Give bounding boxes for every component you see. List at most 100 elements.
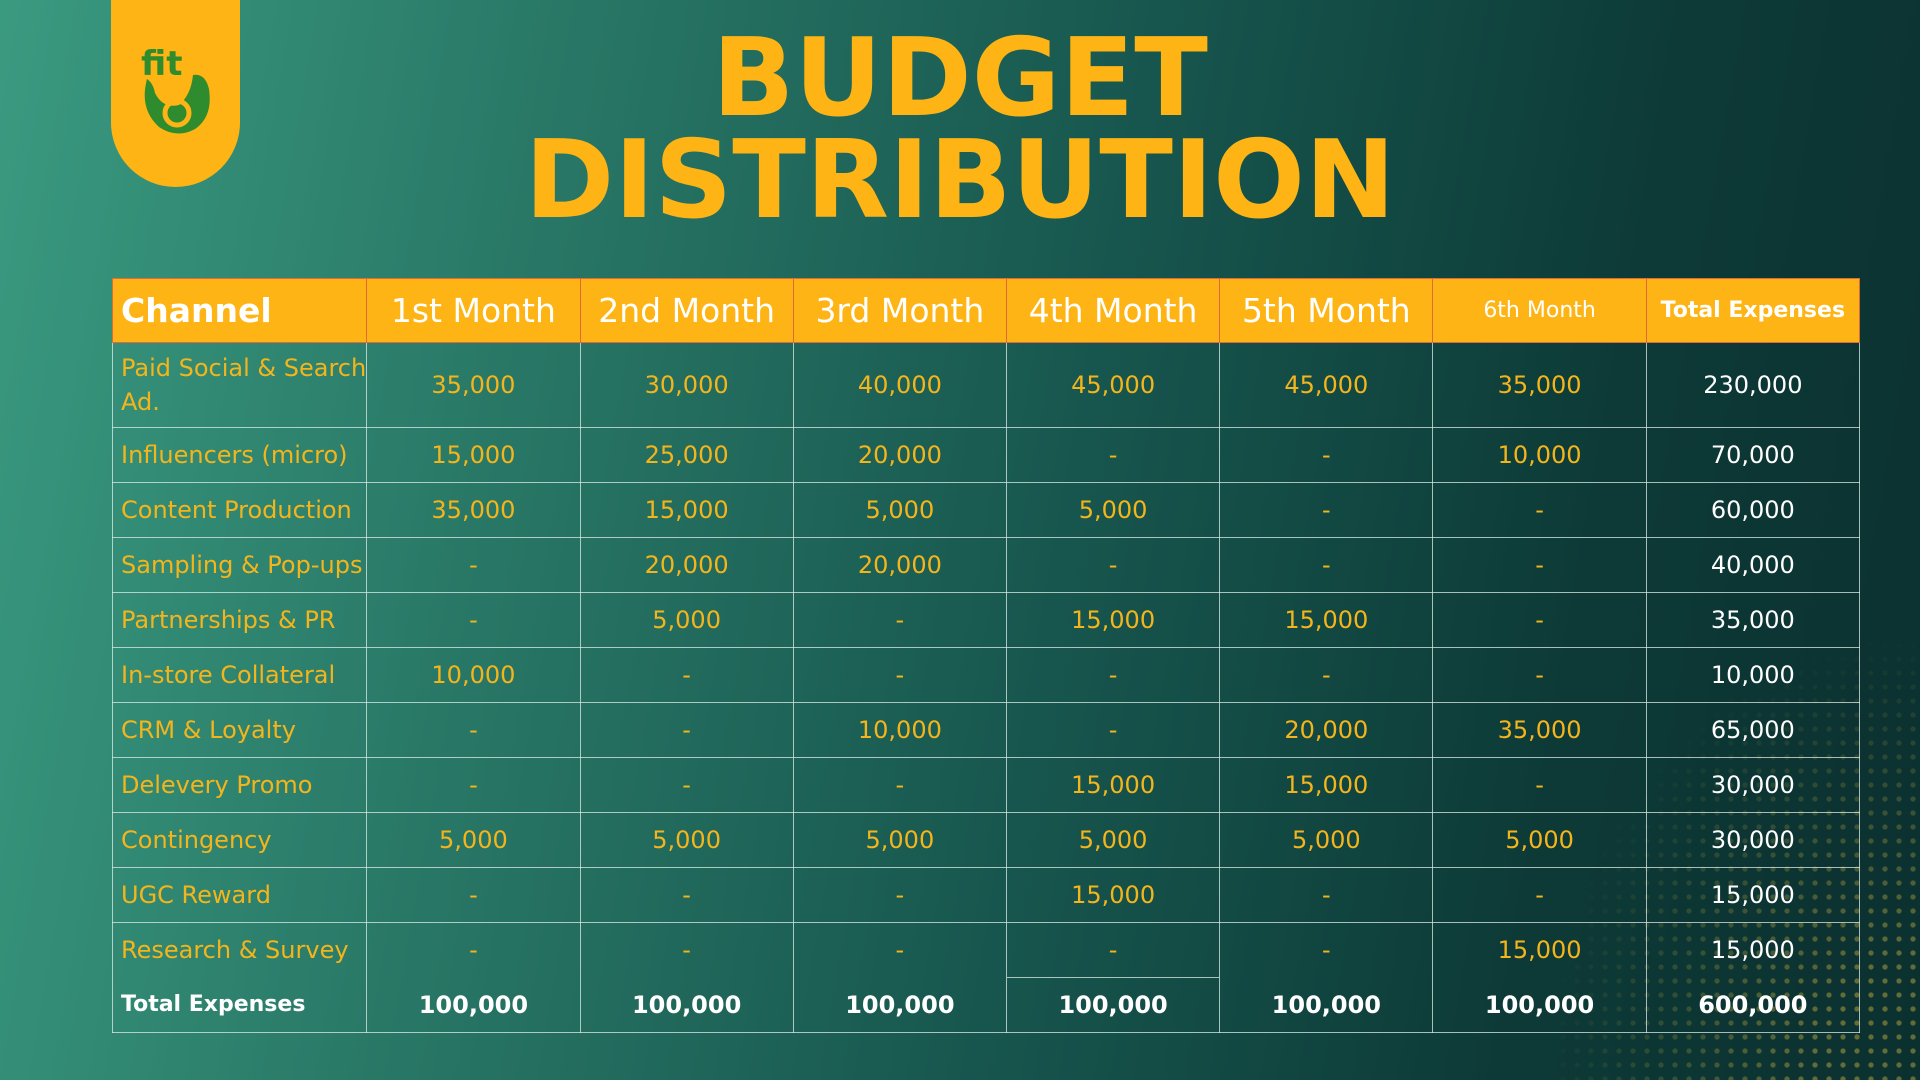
row-total-cell: 30,000 [1645,812,1861,868]
month-value-cell: 5,000 [1005,482,1221,538]
month-value-cell: 15,000 [1005,592,1221,648]
month-value-cell: 30,000 [579,342,794,428]
month-value-cell: - [1219,922,1434,978]
month-value-cell: - [366,592,581,648]
month-value-cell: - [579,647,794,703]
row-total-cell: 15,000 [1645,922,1861,978]
month-value-cell: - [366,702,581,758]
month-value-cell: 5,000 [1219,812,1434,868]
channel-name-cell: Paid Social & Search Ad. [111,342,368,428]
row-total-cell: 230,000 [1645,342,1861,428]
table-row: UGC Reward - - -15,000- -15,000 [111,867,1861,923]
channel-name-cell: Influencers (micro) [111,427,368,483]
totals-value-cell: 100,000 [579,977,794,1033]
month-value-cell: - [792,922,1007,978]
month-value-cell: 5,000 [579,592,794,648]
channel-name-cell: In-store Collateral [111,647,368,703]
month-value-cell: 25,000 [579,427,794,483]
month-value-cell: 5,000 [366,812,581,868]
month-value-cell: - [366,922,581,978]
month-value-cell: - [366,757,581,813]
month-value-cell: 5,000 [792,482,1007,538]
header-month-4: 4th Month [1005,278,1221,343]
row-total-cell: 10,000 [1645,647,1861,703]
channel-name-cell: Delevery Promo [111,757,368,813]
month-value-cell: - [1432,592,1647,648]
month-value-cell: 15,000 [579,482,794,538]
table-row: CRM & Loyalty - -10,000-20,000 35,000 65,000 [111,702,1861,758]
month-value-cell: - [1219,537,1434,593]
month-value-cell: - [1219,427,1434,483]
month-value-cell: - [1005,427,1221,483]
page-title: BUDGET DISTRIBUTION [0,16,1920,243]
totals-label-cell: Total Expenses [111,977,368,1033]
title-line-1: BUDGET [712,16,1208,141]
row-total-cell: 15,000 [1645,867,1861,923]
row-total-cell: 30,000 [1645,757,1861,813]
month-value-cell: - [1219,482,1434,538]
month-value-cell: 35,000 [1432,702,1647,758]
month-value-cell: - [1219,867,1434,923]
table-row: Contingency 5,000 5,000 5,000 5,000 5,000 5,00… [111,812,1861,868]
month-value-cell: - [1432,867,1647,923]
month-value-cell: 15,000 [1219,757,1434,813]
month-value-cell: 45,000 [1005,342,1221,428]
channel-name-cell: Content Production [111,482,368,538]
logo-tab: fit [111,0,240,187]
table-row: Partnerships & PR -5,000-15,000 15,000-35,… [111,592,1861,648]
row-total-cell: 60,000 [1645,482,1861,538]
month-value-cell: - [792,592,1007,648]
month-value-cell: 10,000 [1432,427,1647,483]
channel-name-cell: CRM & Loyalty [111,702,368,758]
month-value-cell: - [366,867,581,923]
month-value-cell: 5,000 [792,812,1007,868]
month-value-cell: 20,000 [1219,702,1434,758]
table-row: Delevery Promo - - -15,000 15,000-30,000 [111,757,1861,813]
row-total-cell: 65,000 [1645,702,1861,758]
table-row: Sampling & Pop-ups -20,000 20,000- - -40,000 [111,537,1861,593]
svg-text:fit: fit [141,44,182,84]
channel-name-cell: Contingency [111,812,368,868]
month-value-cell: - [792,867,1007,923]
budget-table: Channel 1st Month 2nd Month 3rd Month 4t… [111,278,1861,1033]
month-value-cell: 10,000 [366,647,581,703]
month-value-cell: - [579,757,794,813]
month-value-cell: - [579,867,794,923]
title-line-2: DISTRIBUTION [524,118,1396,243]
month-value-cell: - [1005,537,1221,593]
header-total-expenses: Total Expenses [1645,278,1861,343]
month-value-cell: 20,000 [579,537,794,593]
month-value-cell: 5,000 [1005,812,1221,868]
month-value-cell: - [792,757,1007,813]
month-value-cell: 5,000 [1432,812,1647,868]
totals-value-cell: 100,000 [1219,977,1434,1033]
month-value-cell: 10,000 [792,702,1007,758]
month-value-cell: 5,000 [579,812,794,868]
month-value-cell: 45,000 [1219,342,1434,428]
month-value-cell: - [1005,922,1221,978]
row-total-cell: 70,000 [1645,427,1861,483]
month-value-cell: - [1219,647,1434,703]
month-value-cell: - [1432,647,1647,703]
table-row: Research & Survey - - - - -15,000 15,000 [111,922,1861,978]
month-value-cell: 35,000 [366,342,581,428]
table-row: Influencers (micro) 15,000 25,000 20,000- -1… [111,427,1861,483]
totals-value-cell: 600,000 [1645,977,1861,1033]
fit-logo-icon: fit [141,44,210,134]
month-value-cell: - [1432,482,1647,538]
month-value-cell: - [1005,647,1221,703]
table-row: Content Production 35,000 15,000 5,000 5,000… [111,482,1861,538]
totals-value-cell: 100,000 [1432,977,1647,1033]
month-value-cell: 35,000 [1432,342,1647,428]
totals-row: Total Expenses 100,000 100,000 100,000 100,0… [111,977,1861,1033]
totals-value-cell: 100,000 [792,977,1007,1033]
table-row: In-store Collateral 10,000- - - - -10,000 [111,647,1861,703]
month-value-cell: 20,000 [792,427,1007,483]
month-value-cell: 15,000 [1005,867,1221,923]
header-month-2: 2nd Month [579,278,794,343]
month-value-cell: 15,000 [1005,757,1221,813]
header-month-6: 6th Month [1432,278,1647,343]
channel-name-cell: Partnerships & PR [111,592,368,648]
header-channel: Channel [111,278,368,343]
month-value-cell: 35,000 [366,482,581,538]
